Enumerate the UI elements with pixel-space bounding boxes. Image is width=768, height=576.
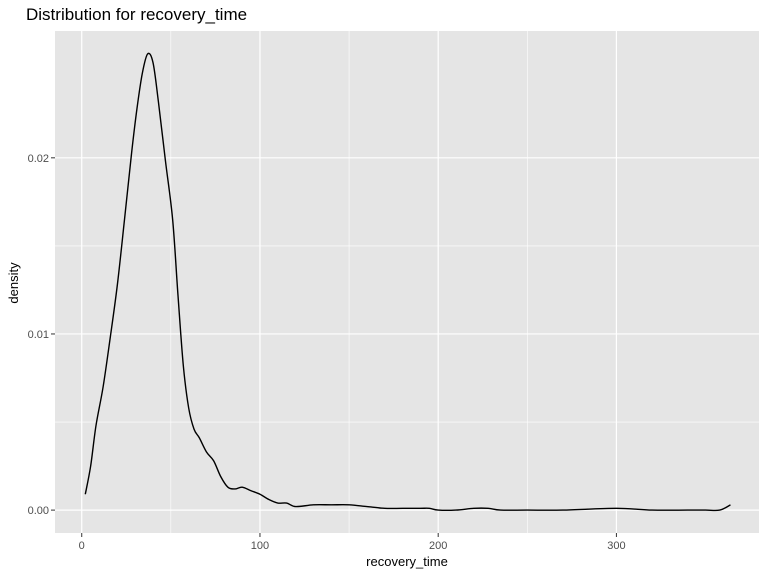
plot-panel	[55, 31, 759, 533]
x-axis-title: recovery_time	[366, 554, 448, 569]
y-tick-label: 0.01	[28, 329, 49, 341]
x-tick-label: 200	[429, 540, 447, 552]
y-axis-title: density	[6, 262, 21, 304]
x-tick-label: 0	[79, 540, 85, 552]
chart-title: Distribution for recovery_time	[26, 5, 247, 24]
x-tick-label: 100	[251, 540, 269, 552]
y-tick-label: 0.02	[28, 153, 49, 165]
density-line	[84, 52, 731, 512]
y-axis: 0.00 0.01 0.02	[28, 153, 55, 517]
x-axis: 0 100 200 300	[79, 533, 626, 552]
minor-grid	[55, 31, 759, 533]
y-tick-label: 0.00	[28, 505, 49, 517]
x-tick-label: 300	[607, 540, 625, 552]
